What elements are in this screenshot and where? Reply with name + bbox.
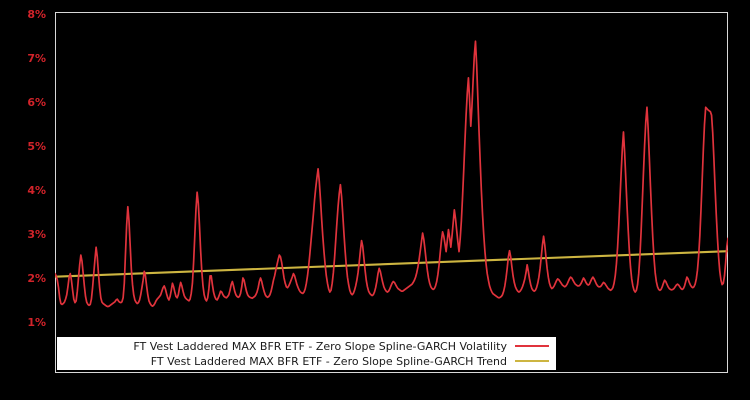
legend-entry-volatility: FT Vest Laddered MAX BFR ETF - Zero Slop… — [58, 339, 555, 354]
y-tick-6pct: 6% — [27, 96, 46, 109]
plot-area-border — [55, 12, 728, 373]
y-tick-2pct: 2% — [27, 272, 46, 285]
y-tick-4pct: 4% — [27, 184, 46, 197]
y-tick-1pct: 1% — [27, 316, 46, 329]
legend-label-trend: FT Vest Laddered MAX BFR ETF - Zero Slop… — [150, 354, 507, 368]
legend-label-volatility: FT Vest Laddered MAX BFR ETF - Zero Slop… — [133, 339, 507, 353]
legend-swatch-trend — [515, 360, 549, 362]
chart-legend: FT Vest Laddered MAX BFR ETF - Zero Slop… — [57, 337, 556, 370]
y-tick-3pct: 3% — [27, 228, 46, 241]
volatility-line-series — [55, 40, 728, 308]
y-tick-5pct: 5% — [27, 140, 46, 153]
trend-line-series — [55, 250, 728, 278]
y-axis-tick-labels: 1% 2% 3% 4% 5% 6% 7% 8% — [27, 8, 46, 329]
y-tick-8pct: 8% — [27, 8, 46, 21]
legend-swatch-volatility — [515, 345, 549, 347]
legend-entry-trend: FT Vest Laddered MAX BFR ETF - Zero Slop… — [58, 354, 555, 369]
y-tick-7pct: 7% — [27, 52, 46, 65]
